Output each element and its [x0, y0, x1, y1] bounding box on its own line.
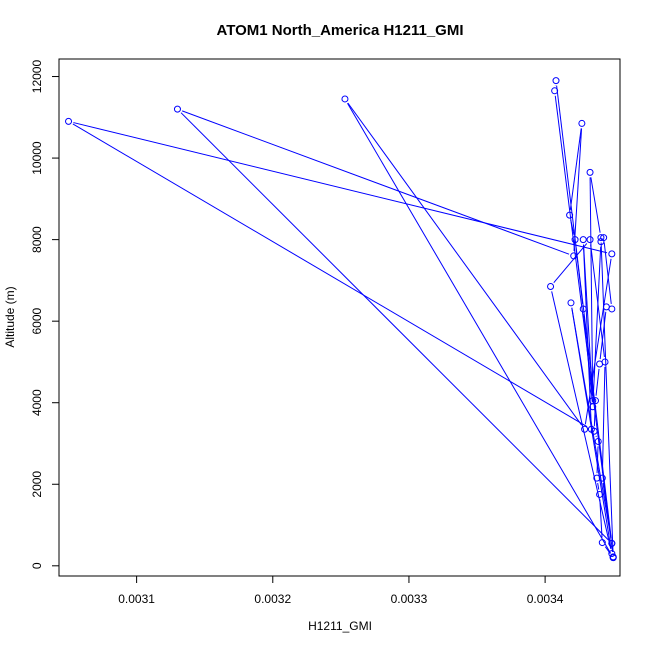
chart-title: ATOM1 North_America H1211_GMI — [216, 22, 463, 39]
x-tick-label: 0.0032 — [254, 592, 291, 606]
y-tick-label: 2000 — [30, 471, 44, 498]
series-line-segment — [590, 244, 605, 358]
series-line-segment — [181, 110, 570, 255]
y-tick-label: 4000 — [30, 389, 44, 416]
data-point — [586, 236, 594, 244]
data-point — [578, 119, 586, 127]
series-line-segment — [553, 243, 588, 284]
series-line-segment — [584, 258, 612, 425]
series-line-segment — [180, 112, 609, 541]
data-point — [601, 358, 609, 366]
x-axis: 0.0031 0.0032 0.0033 0.0034 — [118, 575, 564, 606]
data-point — [597, 234, 605, 242]
series-line-segment — [347, 103, 612, 554]
series-line-segment — [597, 482, 600, 490]
data-point — [589, 397, 597, 405]
y-tick-label: 0 — [30, 562, 44, 569]
y-axis-label: Altitude (m) — [3, 286, 17, 347]
series-line-segment — [589, 177, 594, 396]
series-line-segment — [347, 102, 583, 426]
x-axis-label: H1211_GMI — [308, 619, 372, 633]
data-point — [608, 550, 616, 558]
series-line-segment — [72, 123, 588, 428]
series-line-segment — [599, 499, 603, 538]
y-tick-label: 6000 — [30, 307, 44, 334]
series-line-segment — [592, 246, 602, 402]
series-line-segment — [595, 368, 600, 396]
data-point — [571, 236, 579, 244]
data-point — [593, 474, 601, 482]
data-point — [586, 168, 594, 176]
x-tick-label: 0.0034 — [527, 592, 564, 606]
data-point — [552, 77, 560, 85]
data-point — [570, 252, 578, 260]
series-line-segment — [599, 311, 607, 360]
series-line-segment — [73, 122, 608, 254]
series-line-segment — [601, 366, 606, 474]
data-point — [579, 305, 587, 313]
series-line-segment — [551, 291, 612, 549]
plot-frame — [58, 58, 621, 577]
y-axis: 0 2000 4000 6000 8000 10000 12000 — [30, 60, 60, 569]
y-tick-label: 12000 — [30, 60, 44, 94]
series-line-segment — [600, 242, 614, 552]
series-line-segment — [569, 128, 582, 211]
data-point — [598, 539, 606, 547]
data-point — [581, 425, 589, 433]
series-line-segment — [573, 128, 583, 251]
data-point — [609, 554, 617, 562]
x-tick-label: 0.0031 — [118, 592, 155, 606]
data-point — [551, 87, 559, 95]
data-point — [594, 437, 602, 445]
data-point — [591, 397, 599, 405]
data-point — [598, 474, 606, 482]
y-tick-label: 10000 — [30, 141, 44, 175]
data-point — [547, 283, 555, 291]
data-point — [587, 425, 595, 433]
data-point — [579, 236, 587, 244]
data-series — [65, 77, 617, 562]
series-line-segment — [590, 177, 601, 233]
data-point — [597, 238, 605, 246]
series-line-segment — [554, 95, 614, 552]
data-point — [608, 250, 616, 258]
data-point — [566, 211, 574, 219]
data-point — [173, 105, 181, 113]
data-point — [608, 539, 616, 547]
data-point — [567, 299, 575, 307]
y-tick-label: 8000 — [30, 226, 44, 253]
x-tick-label: 0.0033 — [391, 592, 428, 606]
data-point — [596, 490, 604, 498]
data-point — [65, 117, 73, 125]
data-point — [608, 305, 616, 313]
data-point — [341, 95, 349, 103]
